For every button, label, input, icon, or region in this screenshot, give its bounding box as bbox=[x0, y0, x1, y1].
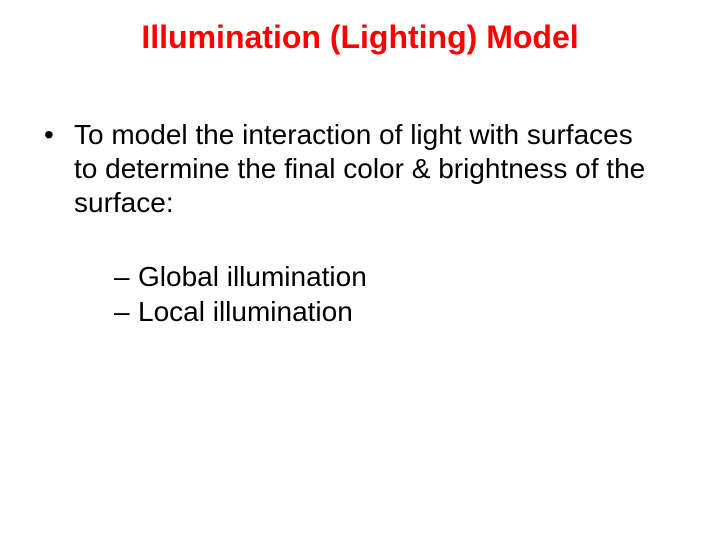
sub-bullet-text: Global illumination bbox=[138, 259, 660, 294]
bullet-level-2: – Global illumination bbox=[114, 259, 660, 294]
bullet-marker: • bbox=[40, 118, 74, 152]
bullet-level-1: • To model the interaction of light with… bbox=[40, 118, 660, 219]
sub-bullet-list: – Global illumination – Local illuminati… bbox=[40, 219, 660, 329]
bullet-text: To model the interaction of light with s… bbox=[74, 118, 660, 219]
slide-title: Illumination (Lighting) Model bbox=[0, 0, 720, 56]
sub-bullet-text: Local illumination bbox=[138, 294, 660, 329]
slide-body: • To model the interaction of light with… bbox=[0, 56, 720, 329]
bullet-level-2: – Local illumination bbox=[114, 294, 660, 329]
dash-marker: – bbox=[114, 294, 138, 329]
dash-marker: – bbox=[114, 259, 138, 294]
slide: Illumination (Lighting) Model • To model… bbox=[0, 0, 720, 540]
